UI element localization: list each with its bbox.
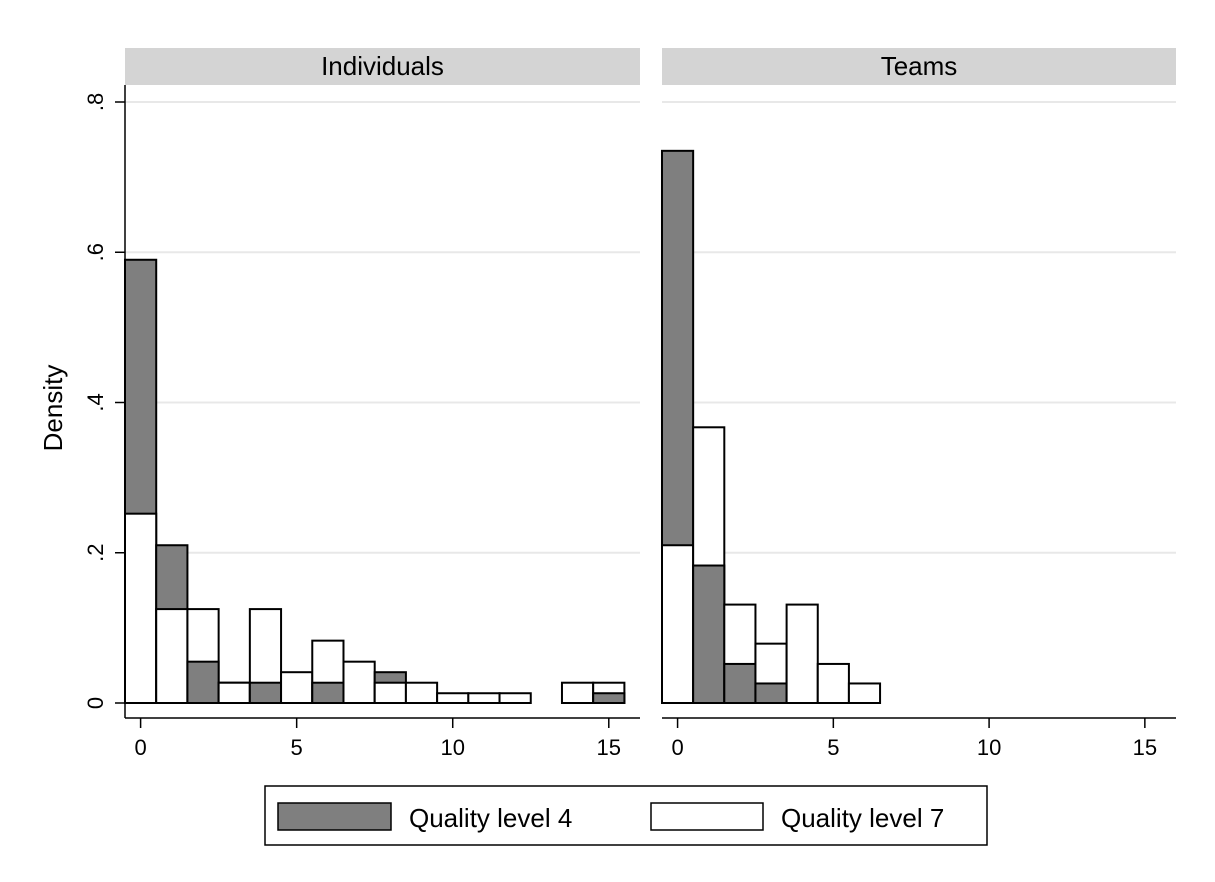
- bar-quality-7: [847, 682, 882, 705]
- bar-quality-7: [155, 608, 189, 704]
- panels-layer: Individuals 0 5 10 15 0 .2 .4 .6 .8 Teams 0 5 10 15: [83, 48, 1176, 760]
- x-tick-label: 0: [134, 735, 146, 760]
- legend-label-quality-7: Quality level 7: [781, 803, 944, 833]
- y-tick-label: .8: [83, 93, 108, 111]
- bar-quality-7: [280, 671, 314, 704]
- bar-quality-7: [816, 662, 850, 704]
- panel-teams: Teams 0 5 10 15: [661, 48, 1176, 760]
- panel-title-strip: [662, 48, 1176, 85]
- bar-quality-7: [560, 681, 595, 704]
- bar-quality-4: [692, 564, 726, 704]
- legend: Quality level 4 Quality level 7: [264, 785, 988, 846]
- panel-title-strip: [125, 48, 640, 85]
- bar-quality-7: [404, 681, 439, 704]
- x-tick-label: 10: [977, 735, 1001, 760]
- legend-label-quality-4: Quality level 4: [409, 803, 572, 833]
- bar-quality-4: [186, 660, 220, 705]
- bar-quality-7: [217, 681, 251, 704]
- bar-quality-7: [467, 692, 501, 705]
- y-tick-label: 0: [83, 697, 108, 709]
- y-tick-label: .4: [83, 393, 108, 411]
- y-axis-label: Density: [38, 365, 68, 452]
- panel-title: Individuals: [321, 51, 444, 81]
- bar-quality-7: [373, 681, 407, 704]
- y-tick-label: .6: [83, 243, 108, 261]
- bar-quality-4: [311, 681, 345, 704]
- x-tick-label: 0: [671, 735, 683, 760]
- legend-swatch-quality-4: [277, 802, 392, 831]
- y-tick-label: .2: [83, 544, 108, 562]
- bar-quality-7: [498, 692, 532, 705]
- bar-quality-4: [248, 681, 283, 704]
- bar-quality-7: [661, 544, 695, 704]
- x-tick-label: 5: [827, 735, 839, 760]
- panel-individuals: Individuals 0 5 10 15 0 .2 .4 .6 .8: [83, 48, 640, 760]
- x-tick-label: 15: [1133, 735, 1157, 760]
- panel-title: Teams: [881, 51, 958, 81]
- bar-quality-7: [124, 512, 158, 704]
- bar-quality-4: [723, 662, 757, 704]
- x-tick-label: 10: [440, 735, 464, 760]
- bar-quality-4: [592, 692, 626, 705]
- x-tick-label: 5: [291, 735, 303, 760]
- bar-quality-7: [785, 603, 819, 704]
- legend-swatch-quality-7: [650, 802, 764, 831]
- bar-quality-7: [342, 660, 376, 705]
- bar-quality-7: [436, 692, 470, 705]
- bar-quality-4: [754, 682, 788, 705]
- x-tick-label: 15: [597, 735, 621, 760]
